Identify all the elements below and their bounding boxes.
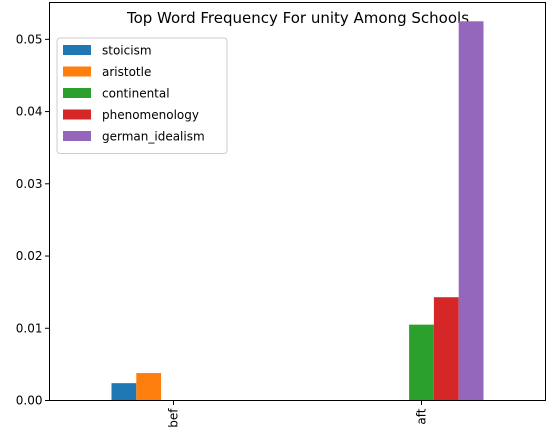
- legend-frame: [56, 37, 228, 154]
- legend-swatch-phenomenology: [63, 109, 91, 120]
- bars-layer: [111, 21, 484, 401]
- legend-swatch-stoicism: [63, 45, 91, 55]
- y-tick-label: 0.03: [16, 177, 43, 191]
- y-tick-label: 0.01: [16, 321, 43, 335]
- legend: stoicism aristotle continental phenomenolog…: [56, 37, 228, 154]
- bar-german_idealism-aft: [458, 21, 484, 401]
- bar-stoicism-bef: [111, 383, 137, 401]
- bar-continental-aft: [409, 324, 434, 401]
- plot-frame: [49, 2, 546, 401]
- y-tick-label: 0.04: [16, 105, 43, 119]
- legend-label-aristotle: aristotle: [102, 65, 151, 79]
- legend-label-phenomenology: phenomenology: [102, 108, 199, 122]
- x-tick-label-aft: aft: [415, 408, 429, 424]
- bar-phenomenology-aft: [433, 297, 459, 401]
- legend-swatch-german_idealism: [63, 131, 91, 141]
- x-axis: bef aft: [167, 400, 429, 428]
- chart-title: Top Word Frequency For unity Among Schoo…: [126, 9, 469, 27]
- legend-swatch-aristotle: [63, 66, 91, 77]
- legend-label-continental: continental: [102, 87, 170, 101]
- y-tick-label: 0.05: [16, 32, 43, 46]
- x-tick-label-bef: bef: [167, 408, 181, 428]
- legend-swatch-continental: [63, 88, 91, 98]
- y-tick-label: 0.00: [16, 394, 43, 408]
- legend-label-stoicism: stoicism: [102, 44, 152, 58]
- y-axis: 0.00 0.01 0.02 0.03 0.04 0.05: [16, 32, 50, 408]
- y-tick-label: 0.02: [16, 249, 43, 263]
- legend-label-german_idealism: german_idealism: [102, 130, 205, 144]
- bar-aristotle-bef: [136, 373, 162, 401]
